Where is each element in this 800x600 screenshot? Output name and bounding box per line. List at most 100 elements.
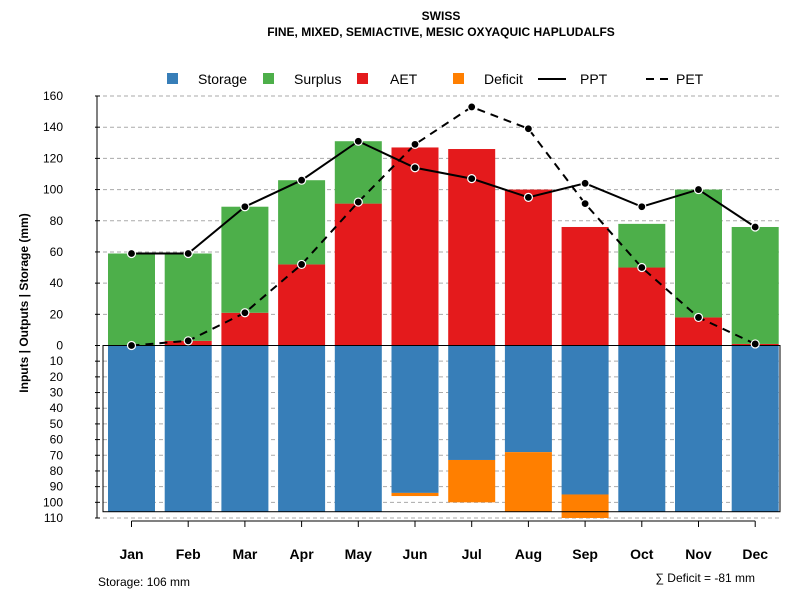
surplus-bar	[618, 223, 666, 268]
y-tick-label: 160	[43, 89, 63, 103]
aet-bar	[504, 189, 552, 346]
y-tick-label: 120	[43, 151, 63, 165]
x-tick-label: Aug	[515, 546, 542, 562]
y-tick-label: 140	[43, 120, 63, 134]
x-tick-label: Feb	[176, 546, 201, 562]
legend-swatch-deficit	[453, 73, 464, 84]
deficit-bar	[561, 494, 609, 518]
aet-bar	[561, 226, 609, 346]
deficit-bar	[448, 459, 496, 503]
y-tick-label: 80	[50, 214, 64, 228]
x-tick-label: Sep	[572, 546, 598, 562]
surplus-bar	[221, 206, 269, 313]
legend-swatch-surplus	[263, 73, 274, 84]
deficit-sum-footer: ∑ Deficit = -81 mm	[655, 571, 755, 585]
ppt-point	[410, 163, 420, 173]
storage-bar	[108, 345, 155, 512]
aet-bar	[675, 317, 722, 346]
legend-label-pet: PET	[676, 71, 704, 87]
ppt-line	[131, 140, 756, 255]
storage-bar	[334, 345, 382, 512]
aet-bar	[334, 203, 382, 346]
storage-bar	[504, 345, 552, 453]
pet-point	[126, 340, 137, 351]
storage-bar	[561, 345, 609, 495]
x-tick-label: Mar	[232, 546, 257, 562]
y-tick-label: 60	[50, 433, 64, 447]
y-tick-label: 100	[43, 495, 63, 509]
aet-bar	[618, 267, 666, 346]
chart-title: SWISS	[422, 9, 461, 23]
ppt-point	[240, 202, 250, 212]
y-tick-label: 40	[50, 276, 64, 290]
x-tick-label: Jul	[462, 546, 482, 562]
ppt-point	[297, 175, 307, 185]
ppt-point	[693, 184, 704, 195]
surplus-bar	[164, 253, 212, 341]
ppt-point	[183, 248, 193, 259]
legend-label-aet: AET	[390, 71, 418, 87]
pet-point	[183, 336, 193, 346]
legend-label-storage: Storage	[198, 71, 247, 87]
pet-point	[353, 197, 363, 207]
surplus-bar	[334, 141, 382, 204]
ppt-point	[523, 192, 534, 202]
storage-footer: Storage: 106 mm	[98, 575, 190, 589]
y-tick-label: 60	[50, 245, 64, 259]
y-tick-label: 10	[50, 354, 64, 368]
legend: Storage Surplus AET Deficit PPT PET	[167, 71, 704, 87]
aet-bar	[391, 147, 439, 346]
y-axis-label: Inputs | Outputs | Storage (mm)	[17, 213, 31, 392]
legend-label-surplus: Surplus	[294, 71, 341, 87]
pet-point	[637, 262, 647, 273]
x-tick-label: Jan	[119, 546, 143, 562]
y-tick-label: 100	[43, 183, 63, 197]
aet-bar	[278, 264, 326, 346]
pet-point	[580, 198, 590, 209]
series-lines	[126, 102, 760, 351]
pet-point	[467, 102, 477, 112]
x-tick-label: Oct	[630, 546, 654, 562]
x-tick-label: May	[345, 546, 372, 562]
pet-point	[410, 139, 420, 149]
axes: 1601401201008060402001020304050607080901…	[43, 89, 768, 562]
y-tick-label: 0	[56, 339, 63, 353]
x-tick-label: Dec	[742, 546, 768, 562]
pet-point	[750, 339, 760, 349]
legend-label-deficit: Deficit	[484, 71, 523, 87]
pet-point	[240, 308, 250, 318]
legend-label-ppt: PPT	[580, 71, 608, 87]
y-tick-label: 50	[50, 417, 64, 431]
storage-bar	[731, 345, 779, 512]
y-tick-label: 20	[50, 307, 64, 321]
pet-point	[523, 124, 534, 134]
legend-swatch-storage	[167, 73, 178, 84]
pet-point	[693, 312, 704, 323]
deficit-bar	[504, 452, 552, 512]
y-tick-label: 40	[50, 401, 64, 415]
storage-bar	[278, 345, 326, 512]
surplus-bar	[675, 189, 722, 318]
y-tick-label: 80	[50, 464, 64, 478]
y-tick-label: 70	[50, 448, 64, 462]
chart-subtitle: FINE, MIXED, SEMIACTIVE, MESIC OXYAQUIC …	[267, 25, 615, 39]
bars	[102, 141, 781, 518]
ppt-point	[353, 136, 363, 146]
ppt-point	[750, 222, 760, 232]
y-tick-label: 30	[50, 386, 64, 400]
x-tick-label: Apr	[290, 546, 315, 562]
storage-bar	[448, 345, 496, 460]
y-tick-label: 110	[44, 511, 63, 525]
storage-bar	[221, 345, 269, 512]
ppt-point	[467, 174, 477, 184]
x-tick-label: Jun	[403, 546, 428, 562]
y-tick-label: 90	[50, 480, 64, 494]
storage-bar	[618, 345, 666, 512]
surplus-bar	[278, 180, 326, 265]
aet-bar	[221, 312, 269, 346]
x-tick-label: Nov	[685, 546, 712, 562]
pet-point	[297, 259, 307, 270]
surplus-bar	[731, 226, 779, 344]
legend-swatch-aet	[357, 73, 368, 84]
